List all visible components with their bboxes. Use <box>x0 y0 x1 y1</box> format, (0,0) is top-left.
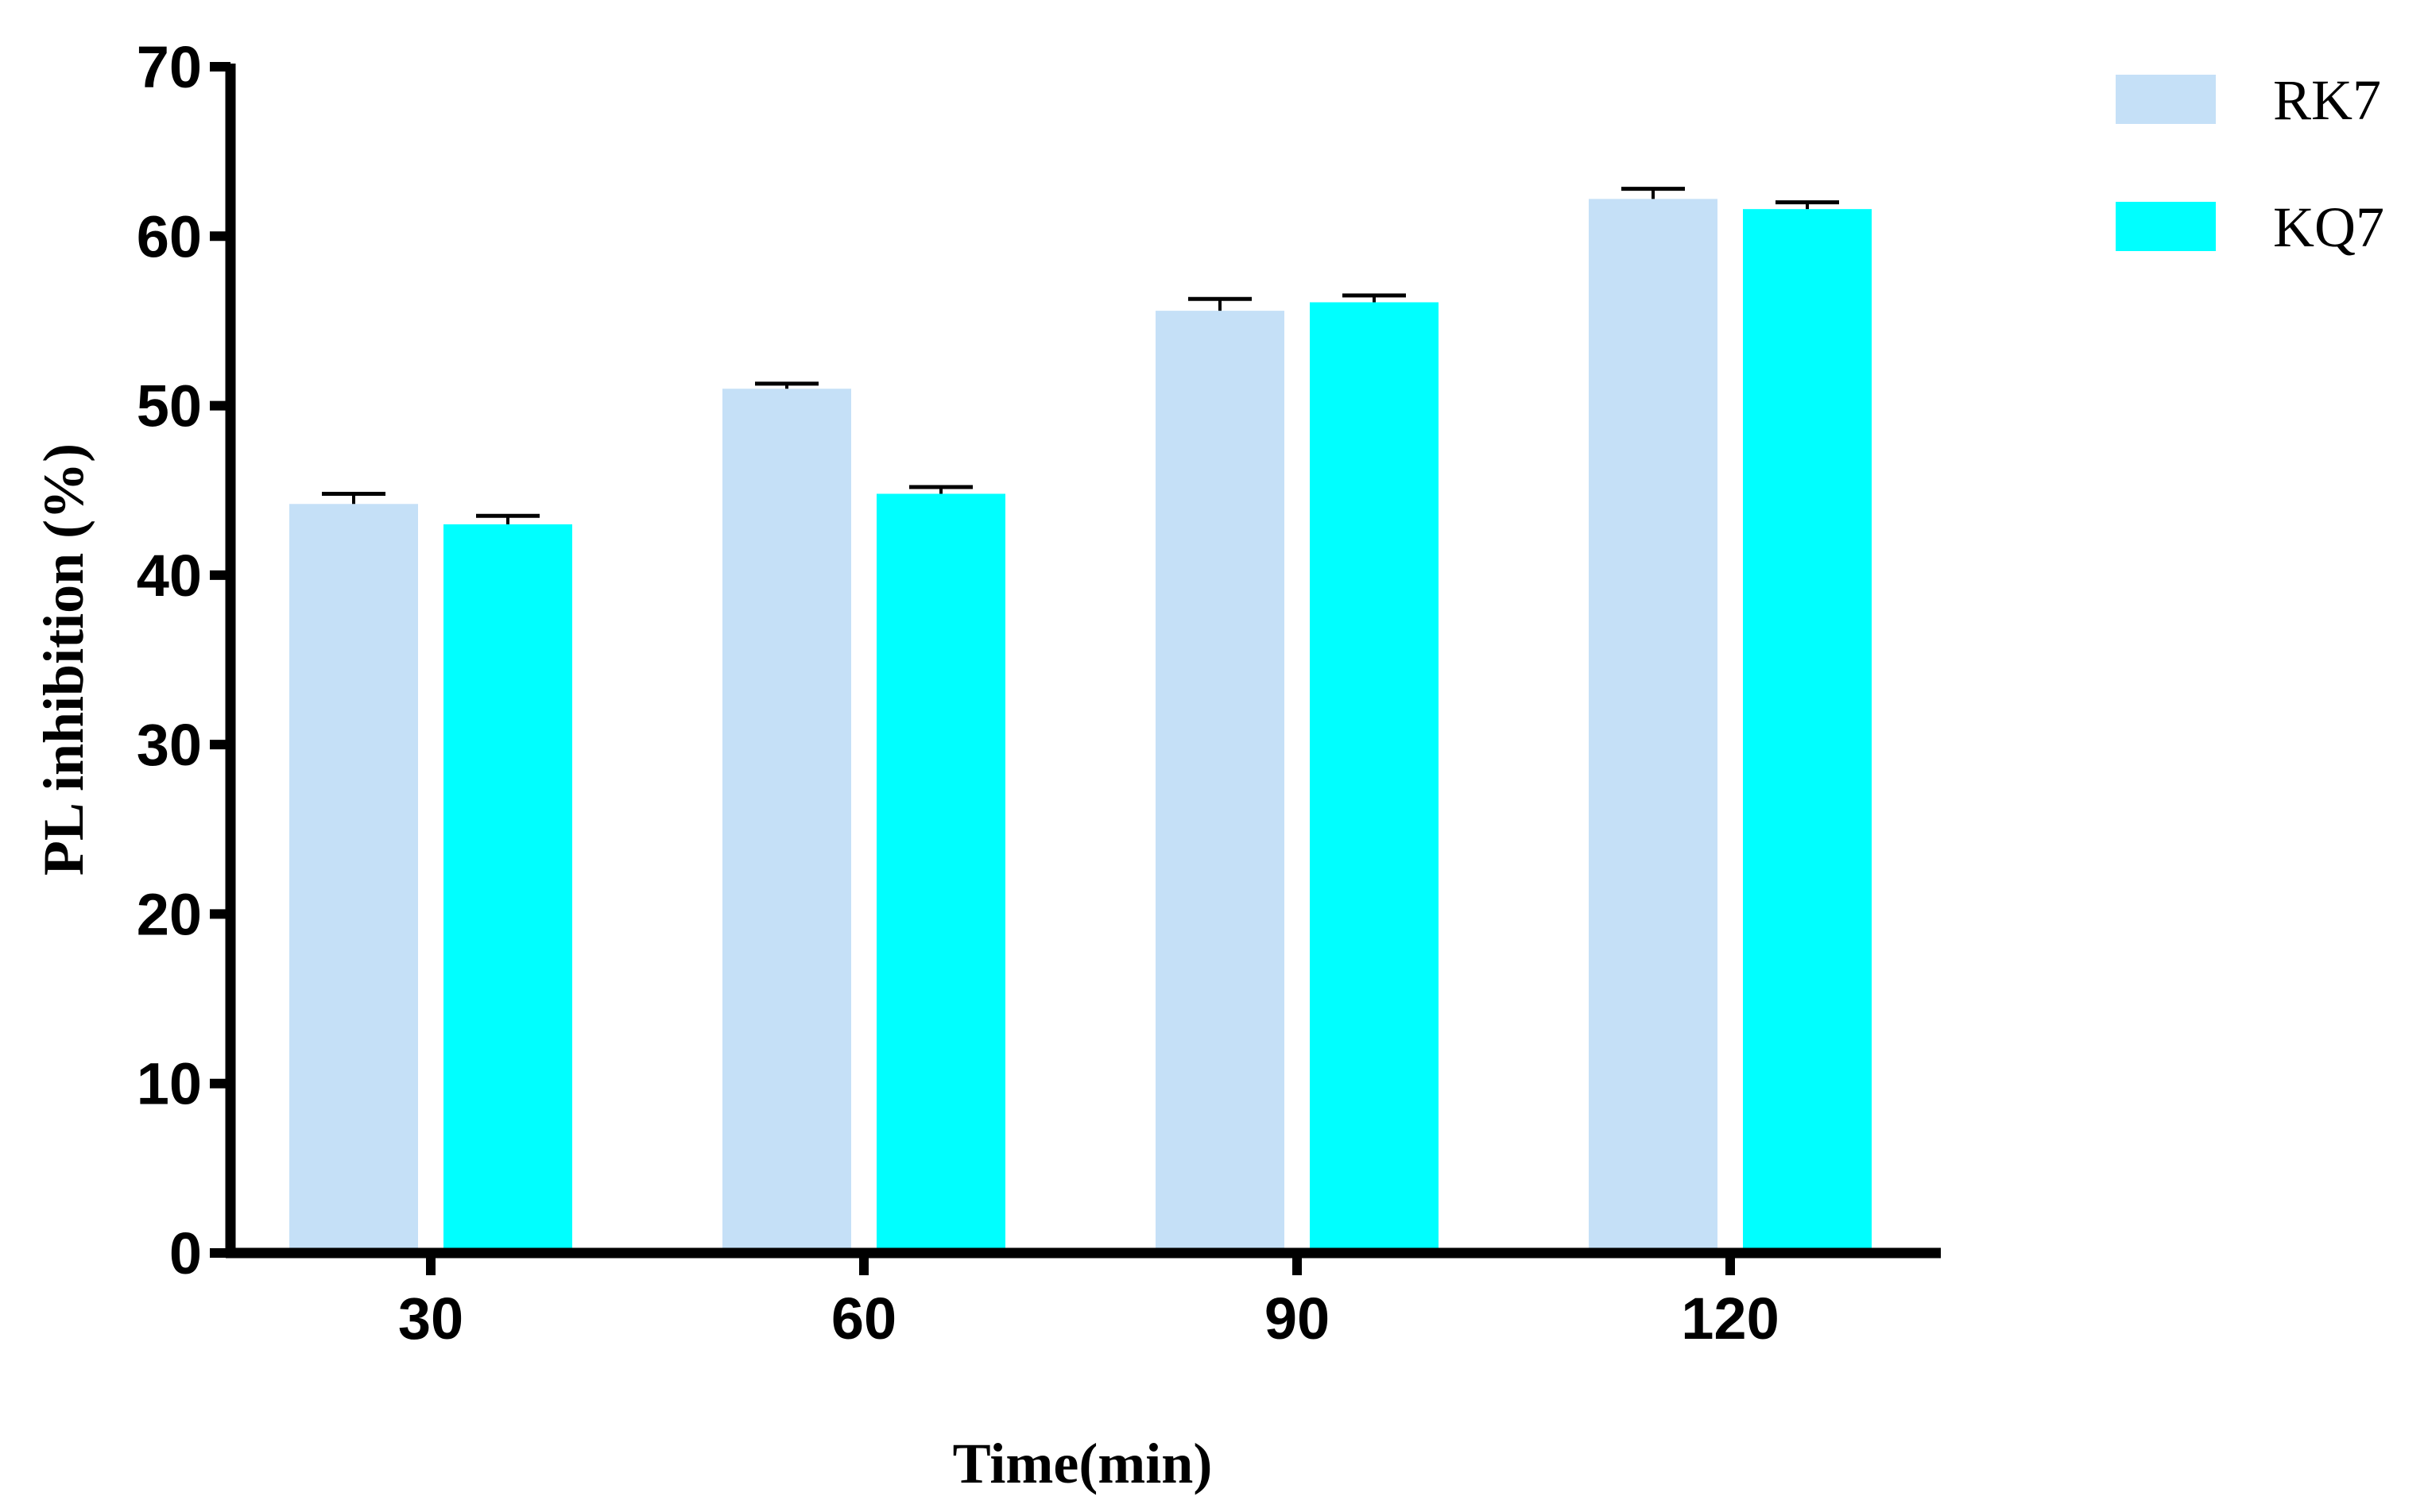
bar-kq7-30 <box>443 524 572 1253</box>
error-bars-layer <box>322 187 1839 524</box>
y-tick-label-40: 40 <box>137 543 202 609</box>
bar-kq7-90 <box>1310 302 1439 1253</box>
x-tick-label-30: 30 <box>398 1286 463 1352</box>
axes-layer <box>225 64 1941 1259</box>
legend-swatch-rk7 <box>2116 75 2216 124</box>
y-tick-label-20: 20 <box>137 881 202 947</box>
bar-kq7-60 <box>877 493 1005 1253</box>
x-axis-title: Time(min) <box>953 1432 1213 1495</box>
y-ticks-layer: 0 10 20 30 40 50 60 70 <box>137 34 230 1286</box>
legend-label-rk7: RK7 <box>2273 68 2381 132</box>
error-bar-kq7-120 <box>1775 200 1839 210</box>
x-ticks-layer: 30 60 90 120 <box>398 1253 1779 1352</box>
x-tick-label-90: 90 <box>1264 1286 1330 1352</box>
y-axis-title: PL inhibition (%) <box>32 443 95 876</box>
y-tick-label-70: 70 <box>137 34 202 100</box>
legend-item-rk7: RK7 <box>2116 68 2381 132</box>
error-bar-rk7-30 <box>322 491 385 505</box>
bar-rk7-120 <box>1589 199 1717 1254</box>
error-bar-rk7-90 <box>1188 296 1252 311</box>
error-bar-kq7-30 <box>476 513 540 524</box>
legend: RK7 KQ7 <box>2116 68 2384 259</box>
x-tick-label-60: 60 <box>831 1286 896 1352</box>
y-tick-label-30: 30 <box>137 712 202 778</box>
y-tick-label-50: 50 <box>137 373 202 439</box>
legend-label-kq7: KQ7 <box>2273 195 2384 259</box>
error-bar-rk7-60 <box>755 381 819 389</box>
y-tick-label-10: 10 <box>137 1051 202 1117</box>
bar-rk7-30 <box>289 504 418 1253</box>
legend-item-kq7: KQ7 <box>2116 195 2384 259</box>
bars-layer <box>289 199 1872 1254</box>
bar-rk7-90 <box>1156 311 1284 1253</box>
bar-kq7-120 <box>1743 209 1872 1253</box>
error-bar-kq7-60 <box>909 485 973 494</box>
error-bar-kq7-90 <box>1342 293 1406 303</box>
y-tick-label-0: 0 <box>169 1220 202 1286</box>
x-tick-label-120: 120 <box>1681 1286 1779 1352</box>
y-tick-label-60: 60 <box>137 203 202 269</box>
error-bar-rk7-120 <box>1621 187 1685 199</box>
bar-rk7-60 <box>722 389 851 1253</box>
legend-swatch-kq7 <box>2116 202 2216 251</box>
